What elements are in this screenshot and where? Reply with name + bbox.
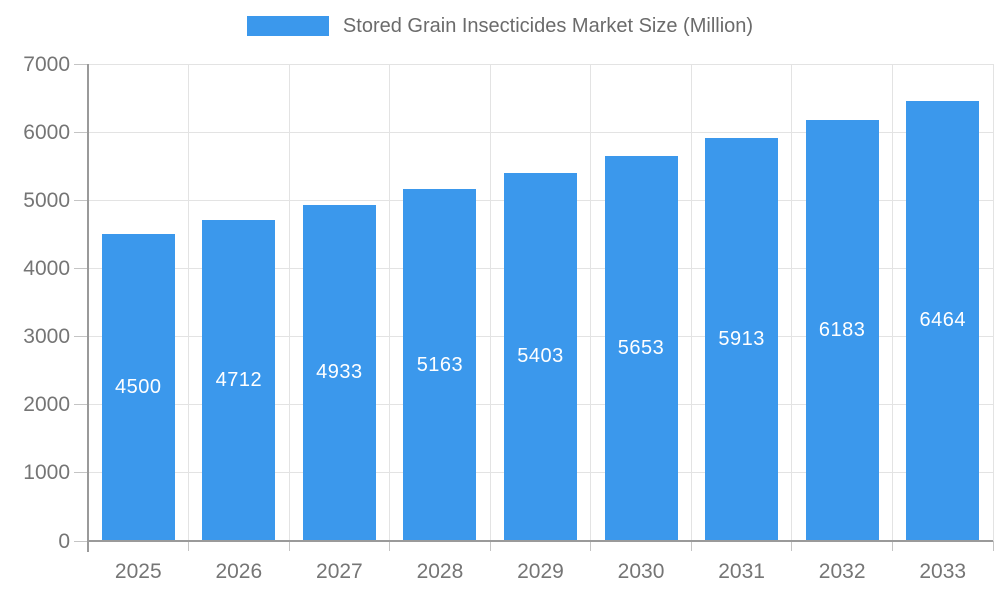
- bar-value-label: 6464: [919, 309, 966, 332]
- x-axis-tick: [690, 541, 692, 551]
- x-axis-tick: [188, 541, 190, 551]
- bar-value-label: 4712: [215, 368, 263, 391]
- x-axis-tick-label: 2029: [517, 560, 564, 583]
- y-axis-tick: [74, 63, 88, 65]
- gridline-vertical: [690, 64, 692, 541]
- gridline-vertical: [590, 64, 592, 541]
- gridline-vertical: [389, 64, 391, 541]
- y-axis-tick-label: 4000: [23, 256, 70, 280]
- x-axis-tick: [590, 541, 592, 551]
- y-axis-tick-label: 1000: [23, 461, 70, 485]
- x-axis-tick: [288, 541, 290, 551]
- gridline-horizontal: [88, 131, 993, 133]
- x-axis-tick-label: 2026: [215, 560, 263, 583]
- bar-value-label: 4500: [115, 376, 162, 399]
- bar-value-label: 5653: [617, 336, 665, 359]
- x-axis-line: [88, 540, 993, 542]
- gridline-vertical: [992, 64, 994, 541]
- bar-2025[interactable]: 4500: [101, 234, 175, 541]
- y-axis-line: [87, 64, 89, 552]
- x-axis-tick: [389, 541, 391, 551]
- plot-area: 4500 4712 4933 5163 5403 5653 5913 6183 6464: [88, 63, 994, 541]
- x-axis-tick: [891, 541, 893, 551]
- y-axis-tick-label: 2000: [23, 393, 70, 417]
- y-axis-tick: [74, 131, 88, 133]
- y-axis-tick: [74, 267, 88, 269]
- gridline-vertical: [891, 64, 893, 541]
- x-axis-tick: [791, 541, 793, 551]
- y-axis-tick: [74, 336, 88, 338]
- x-axis-tick-label: 2031: [718, 560, 765, 583]
- bar-2029[interactable]: 5403: [504, 172, 577, 541]
- y-axis-tick: [74, 199, 88, 201]
- legend-label[interactable]: Stored Grain Insecticides Market Size (M…: [342, 15, 754, 37]
- bar-2028[interactable]: 5163: [403, 189, 477, 541]
- bar-value-label: 6183: [818, 318, 866, 341]
- bar-2027[interactable]: 4933: [302, 204, 376, 541]
- bar-2033[interactable]: 6464: [906, 100, 980, 541]
- x-axis-tick-label: 2032: [818, 560, 866, 583]
- y-axis-tick-label: 3000: [23, 325, 70, 349]
- gridline-vertical: [288, 64, 290, 541]
- x-axis-tick-label: 2033: [919, 560, 967, 583]
- y-axis-tick-label: 5000: [23, 188, 70, 212]
- gridline-vertical: [489, 64, 491, 541]
- y-axis-tick-label: 0: [58, 529, 70, 553]
- bar-2031[interactable]: 5913: [705, 138, 779, 541]
- y-axis-tick: [74, 404, 88, 406]
- gridline-vertical: [188, 64, 190, 541]
- bar-2030[interactable]: 5653: [604, 155, 678, 541]
- x-axis-tick-label: 2028: [416, 560, 464, 583]
- legend: Stored Grain Insecticides Market Size (M…: [0, 14, 1000, 38]
- bar-value-label: 4933: [316, 361, 363, 384]
- gridline-vertical: [791, 64, 793, 541]
- gridline-horizontal: [88, 63, 993, 65]
- legend-swatch[interactable]: [246, 16, 329, 36]
- y-axis-tick-label: 7000: [23, 52, 70, 76]
- y-axis-tick-label: 6000: [23, 120, 70, 144]
- x-axis-tick-label: 2025: [114, 560, 162, 583]
- bar-2032[interactable]: 6183: [805, 119, 879, 541]
- y-axis-tick: [74, 472, 88, 474]
- y-axis-tick: [74, 540, 88, 542]
- bar-value-label: 5913: [718, 328, 765, 351]
- x-axis-tick: [489, 541, 491, 551]
- bar-value-label: 5163: [416, 353, 464, 376]
- x-axis-tick-label: 2030: [617, 560, 665, 583]
- x-axis-tick-label: 2027: [316, 560, 363, 583]
- bar-value-label: 5403: [517, 345, 564, 368]
- bar-2026[interactable]: 4712: [202, 219, 276, 541]
- x-axis-tick: [992, 541, 994, 551]
